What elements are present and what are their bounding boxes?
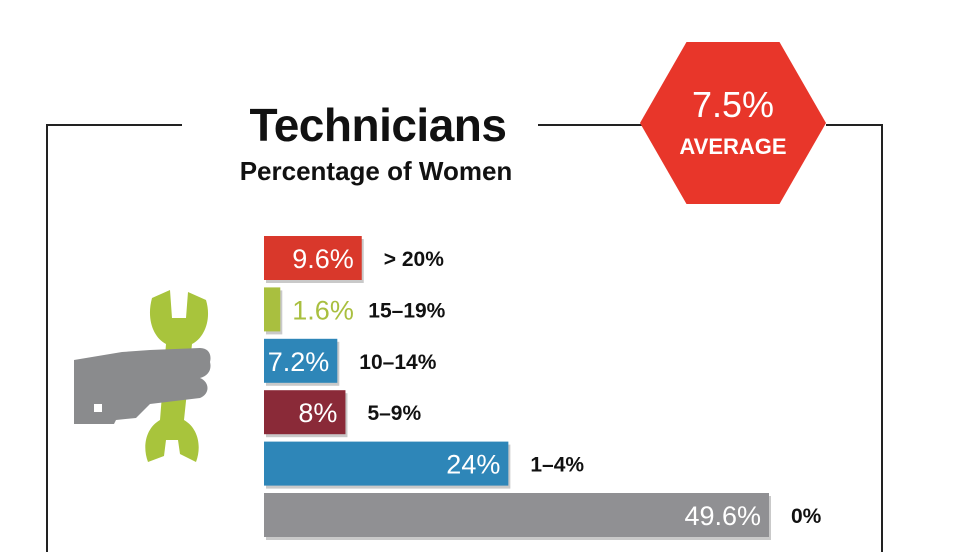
category-label: > 20%: [384, 248, 444, 271]
average-badge-value: 7.5%: [691, 84, 775, 125]
average-badge: [640, 42, 826, 204]
category-label: 0%: [791, 505, 822, 528]
chart-subtitle: Percentage of Women: [239, 156, 513, 186]
frame-top-right-line: [826, 124, 883, 126]
bar: [264, 338, 338, 383]
bar-value-label: 24%: [446, 450, 500, 480]
bar: [264, 390, 346, 435]
chart-title: Technicians: [249, 99, 507, 151]
bar-value-label: 9.6%: [292, 244, 354, 274]
bar-value-label: 8%: [298, 398, 337, 428]
bar-value-label: 1.6%: [292, 295, 354, 325]
frame-left-line: [46, 124, 48, 552]
bar: [264, 493, 769, 537]
category-label: 1–4%: [530, 454, 584, 477]
category-label: 5–9%: [367, 402, 421, 425]
bar-value-label: 49.6%: [684, 501, 761, 531]
bar: [264, 441, 509, 486]
category-label: 10–14%: [359, 351, 436, 374]
bar: [264, 287, 281, 332]
bar-value-label: 7.2%: [268, 347, 330, 377]
frame-top-left-line: [46, 124, 182, 126]
bar: [264, 236, 362, 280]
category-label: 15–19%: [368, 299, 445, 322]
average-badge-label: AVERAGE: [679, 134, 787, 159]
frame-top-middle-line: [538, 124, 642, 126]
frame-right-line: [881, 124, 883, 552]
